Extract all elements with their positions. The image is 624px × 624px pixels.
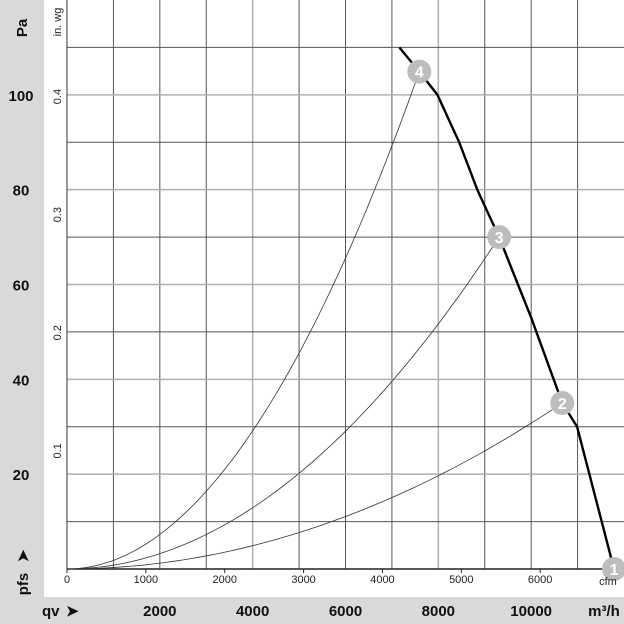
- x2-tick-label: 0: [64, 574, 70, 586]
- y-tick-label: 100: [8, 88, 33, 105]
- bottom-band: [0, 597, 624, 624]
- operating-point-label: 3: [495, 230, 504, 247]
- y-tick-label: 60: [13, 278, 30, 295]
- system-curve-3: [66, 236, 500, 570]
- y-tick-label: 80: [13, 183, 30, 200]
- x-tick-label: 6000: [329, 603, 362, 620]
- x-tick-label: 8000: [422, 603, 455, 620]
- x-tick-label: 4000: [236, 603, 269, 620]
- y2-unit-label: in. wg: [52, 8, 64, 37]
- x2-tick-label: 3000: [291, 574, 315, 586]
- x2-tick-label: 1000: [134, 574, 158, 586]
- fan-curve: [398, 46, 616, 570]
- operating-point-marker: [487, 225, 512, 250]
- system-curve-4: [66, 71, 420, 570]
- left-band: [0, 0, 44, 624]
- operating-point-marker: [602, 557, 624, 581]
- x-arrow-icon: ➤: [66, 603, 79, 620]
- operating-point-marker: [407, 59, 432, 84]
- x2-tick-label: 4000: [370, 574, 394, 586]
- x-tick-label: 10000: [510, 603, 552, 620]
- x-unit-label: m³/h: [588, 603, 620, 620]
- x2-tick-label: 6000: [528, 574, 552, 586]
- x2-tick-label: 2000: [212, 574, 236, 586]
- y-unit-label: Pa: [14, 18, 31, 37]
- y2-tick-label: 0.2: [52, 325, 64, 340]
- y-tick-label: 20: [13, 467, 30, 484]
- y2-tick-label: 0.1: [52, 443, 64, 458]
- system-curve-2: [67, 402, 563, 570]
- x-axis-label: qv: [42, 603, 60, 620]
- operating-point-label: 1: [610, 562, 619, 579]
- y2-tick-label: 0.3: [52, 207, 64, 222]
- x-tick-label: 2000: [143, 603, 176, 620]
- operating-point-label: 2: [558, 396, 567, 413]
- x2-tick-label: 5000: [449, 574, 473, 586]
- operating-point-marker: [550, 391, 575, 416]
- y-axis-label: pfs: [15, 573, 32, 596]
- y2-tick-label: 0.4: [52, 89, 64, 104]
- operating-point-label: 4: [415, 65, 424, 82]
- y-tick-label: 40: [13, 372, 30, 389]
- x2-unit-label: cfm: [599, 576, 617, 588]
- y-arrow-icon: ➤: [15, 549, 32, 562]
